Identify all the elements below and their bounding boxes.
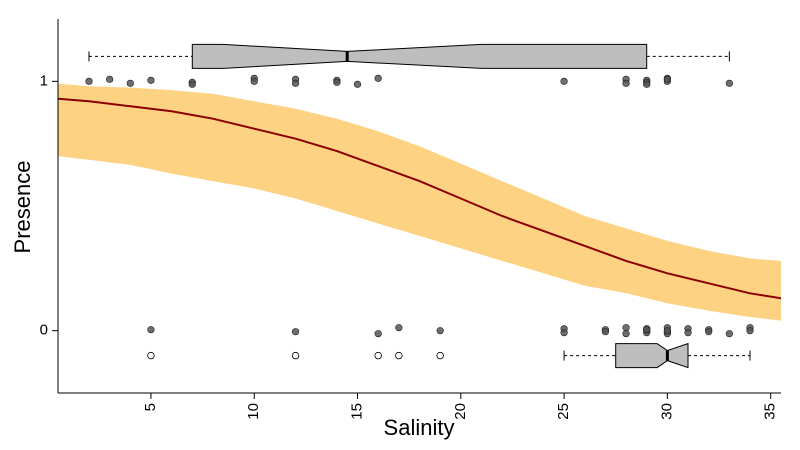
axes-layer: 5 10 15 20 25 30 35 0 1 <box>40 19 781 420</box>
y-tick-label: 1 <box>40 72 48 89</box>
presence-point <box>188 80 196 88</box>
x-tick-label: 15 <box>348 403 365 420</box>
boxplot-outlier-point <box>436 351 444 360</box>
boxplot-outlier-point <box>147 351 155 360</box>
presence-point <box>663 75 671 83</box>
absence-point <box>684 329 692 337</box>
absence-point <box>622 324 630 332</box>
boxplot-box <box>615 342 689 369</box>
presence-point <box>106 75 114 83</box>
absence-point <box>436 327 444 335</box>
presence-point <box>725 79 733 87</box>
absence-point <box>746 327 754 335</box>
absence-point <box>725 330 733 338</box>
presence-point <box>560 77 568 85</box>
absence-point <box>560 329 568 337</box>
presence-point <box>374 74 382 82</box>
boxplot-outlier-point <box>395 351 403 360</box>
absence-point <box>601 328 610 336</box>
boxplot-outlier-point <box>291 351 300 360</box>
boxplot-1 <box>88 43 730 69</box>
absence-point <box>705 328 713 336</box>
absence-point <box>663 327 671 335</box>
presence-point <box>291 79 300 87</box>
boxplot-box <box>191 43 648 69</box>
boxplot-outlier-point <box>374 351 382 360</box>
presence-point <box>643 80 651 88</box>
presence-point <box>126 79 134 87</box>
presence-point <box>353 80 362 88</box>
x-tick-label: 35 <box>762 403 779 420</box>
confidence-band <box>58 83 781 321</box>
absence-point <box>622 330 630 338</box>
data-points-layer <box>85 74 754 360</box>
absence-point <box>147 326 155 334</box>
x-axis-title: Salinity <box>384 415 455 440</box>
y-tick-label: 0 <box>40 322 48 339</box>
absence-point <box>395 324 403 332</box>
y-axis-title: Presence <box>10 161 35 254</box>
boxplot-0 <box>563 342 751 369</box>
fitted-curve-layer <box>58 97 781 300</box>
confidence-band-layer <box>58 83 781 321</box>
presence-point <box>333 78 341 86</box>
x-tick-label: 20 <box>452 403 469 420</box>
presence-point <box>622 79 630 87</box>
boxplot-layer <box>88 43 751 369</box>
x-tick-label: 5 <box>142 403 159 411</box>
absence-point <box>291 328 300 336</box>
x-tick-label: 30 <box>658 403 675 420</box>
x-tick-label: 10 <box>245 403 262 420</box>
x-tick-label: 25 <box>555 403 572 420</box>
presence-point <box>85 77 93 85</box>
presence-point <box>250 77 258 85</box>
absence-point <box>643 326 651 334</box>
absence-point <box>374 330 382 338</box>
fitted-curve <box>58 97 781 300</box>
presence-point <box>147 76 155 84</box>
